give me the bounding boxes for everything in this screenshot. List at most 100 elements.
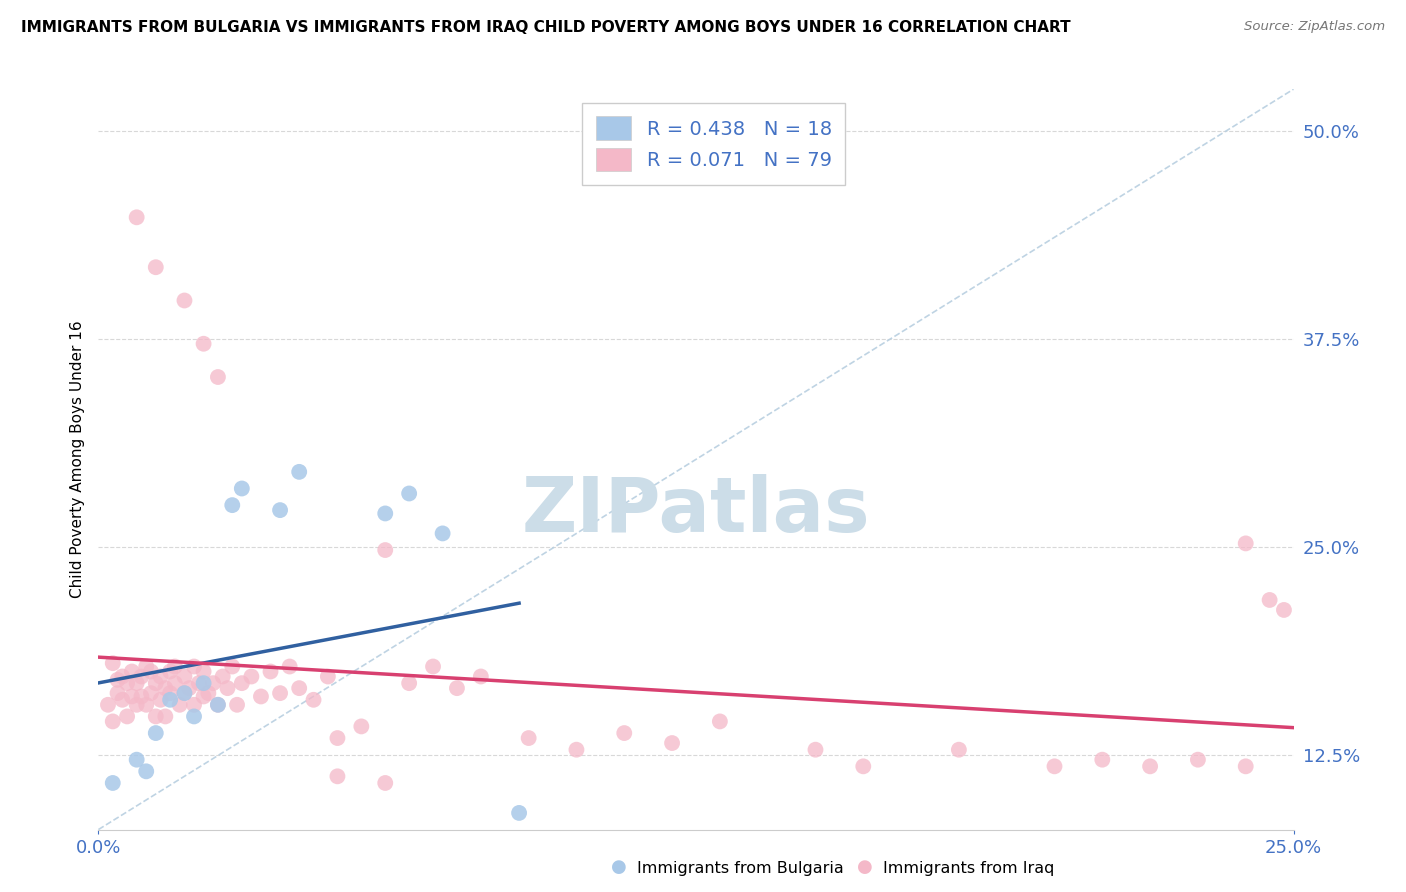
Point <box>145 676 167 690</box>
Point <box>374 507 396 521</box>
Text: IMMIGRANTS FROM BULGARIA VS IMMIGRANTS FROM IRAQ CHILD POVERTY AMONG BOYS UNDER : IMMIGRANTS FROM BULGARIA VS IMMIGRANTS F… <box>21 20 1071 35</box>
Point <box>1234 759 1257 773</box>
Point <box>187 676 209 690</box>
Point <box>852 759 875 773</box>
Point <box>202 676 225 690</box>
Point <box>163 676 186 690</box>
Point <box>240 669 263 683</box>
Point <box>173 686 195 700</box>
Text: ●: ● <box>856 858 873 876</box>
Point <box>125 676 148 690</box>
Point <box>517 731 540 745</box>
Point <box>135 764 157 779</box>
Point <box>97 698 120 712</box>
Point <box>169 698 191 712</box>
Point <box>193 665 215 679</box>
Point <box>131 669 153 683</box>
Point <box>278 659 301 673</box>
Point <box>121 665 143 679</box>
Point <box>231 482 253 496</box>
Point <box>101 776 124 790</box>
Text: Immigrants from Bulgaria: Immigrants from Bulgaria <box>637 861 844 876</box>
Point <box>173 293 195 308</box>
Point <box>101 656 124 670</box>
Point <box>350 719 373 733</box>
Point <box>115 709 138 723</box>
Point <box>1043 759 1066 773</box>
Point <box>508 805 530 820</box>
Point <box>155 709 177 723</box>
Point <box>302 693 325 707</box>
Point <box>326 769 349 783</box>
Point <box>145 260 167 275</box>
Point <box>432 526 454 541</box>
Point <box>470 836 492 850</box>
Point <box>1272 603 1295 617</box>
Point <box>269 503 291 517</box>
Point <box>207 698 229 712</box>
Point <box>207 370 229 384</box>
Point <box>131 690 153 704</box>
Point <box>1258 593 1281 607</box>
Point <box>288 681 311 695</box>
Point <box>1187 753 1209 767</box>
Point <box>159 686 181 700</box>
Legend: R = 0.438   N = 18, R = 0.071   N = 79: R = 0.438 N = 18, R = 0.071 N = 79 <box>582 103 845 185</box>
Point <box>193 336 215 351</box>
Point <box>226 698 249 712</box>
Point <box>149 669 172 683</box>
Point <box>374 776 396 790</box>
Point <box>197 686 219 700</box>
Point <box>135 698 157 712</box>
Point <box>193 690 215 704</box>
Point <box>269 686 291 700</box>
Point <box>709 714 731 729</box>
Point <box>173 669 195 683</box>
Point <box>326 731 349 745</box>
Point <box>217 681 239 695</box>
Point <box>316 669 339 683</box>
Point <box>107 673 129 687</box>
Point <box>107 686 129 700</box>
Text: ●: ● <box>610 858 627 876</box>
Point <box>145 709 167 723</box>
Point <box>446 681 468 695</box>
Point <box>613 726 636 740</box>
Point <box>565 742 588 756</box>
Point <box>398 676 420 690</box>
Point <box>193 676 215 690</box>
Point <box>125 211 148 225</box>
Point <box>111 693 134 707</box>
Point <box>374 543 396 558</box>
Point <box>804 742 827 756</box>
Point <box>121 690 143 704</box>
Point <box>155 681 177 695</box>
Point <box>159 693 181 707</box>
Point <box>139 686 162 700</box>
Text: Source: ZipAtlas.com: Source: ZipAtlas.com <box>1244 20 1385 33</box>
Point <box>948 742 970 756</box>
Point <box>470 669 492 683</box>
Point <box>115 676 138 690</box>
Point <box>125 698 148 712</box>
Point <box>1139 759 1161 773</box>
Point <box>149 693 172 707</box>
Point <box>101 714 124 729</box>
Point <box>111 669 134 683</box>
Point <box>179 681 201 695</box>
Point <box>173 686 195 700</box>
Point <box>207 698 229 712</box>
Point <box>231 676 253 690</box>
Point <box>211 669 233 683</box>
Point <box>135 659 157 673</box>
Point <box>221 498 243 512</box>
Point <box>139 665 162 679</box>
Point <box>163 659 186 673</box>
Point <box>221 659 243 673</box>
Point <box>259 665 281 679</box>
Text: Immigrants from Iraq: Immigrants from Iraq <box>883 861 1054 876</box>
Text: ZIPatlas: ZIPatlas <box>522 475 870 549</box>
Point <box>250 690 273 704</box>
Point <box>125 753 148 767</box>
Point <box>1091 753 1114 767</box>
